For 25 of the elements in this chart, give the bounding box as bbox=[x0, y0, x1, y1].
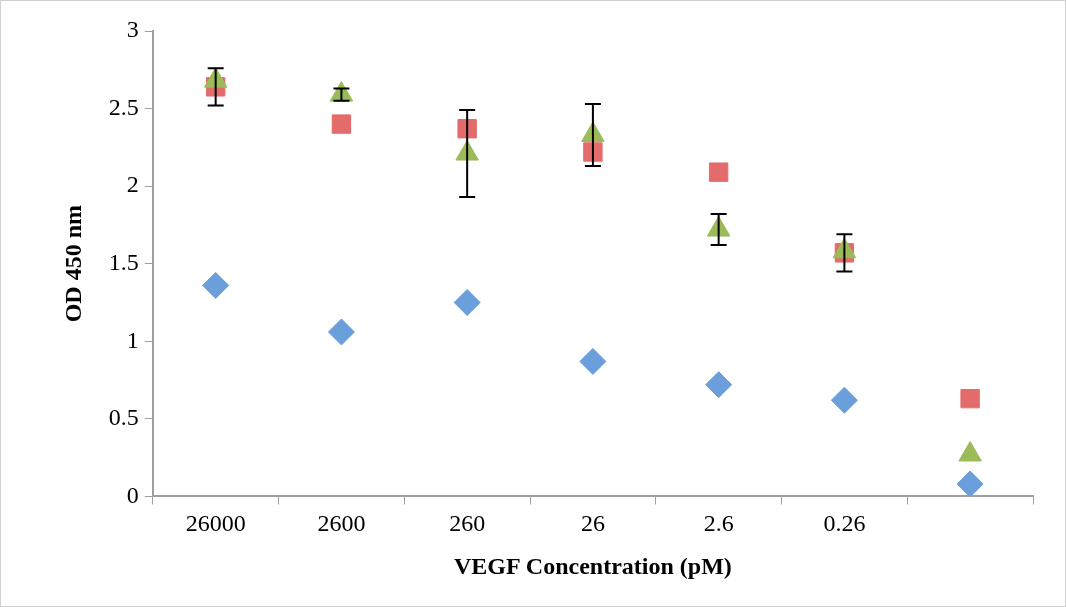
y-tick-label: 2.5 bbox=[108, 93, 139, 120]
point bbox=[331, 114, 352, 134]
x-tick-label: 2600 bbox=[317, 510, 366, 537]
point bbox=[708, 162, 729, 182]
point bbox=[956, 470, 984, 497]
x-tick-label: 26000 bbox=[185, 510, 246, 537]
y-tick-label: 3 bbox=[126, 16, 139, 43]
point bbox=[202, 271, 230, 299]
y-tick-label: 0 bbox=[126, 481, 139, 508]
y-tick-label: 1 bbox=[126, 326, 139, 353]
point bbox=[705, 371, 733, 399]
point bbox=[453, 288, 481, 316]
y-tick-label: 2 bbox=[126, 171, 139, 198]
point bbox=[830, 386, 858, 414]
x-tick-label: 26 bbox=[580, 510, 605, 537]
x-tick-label: 2.6 bbox=[703, 510, 734, 537]
point bbox=[579, 347, 607, 375]
y-tick-label: 1.5 bbox=[108, 249, 139, 275]
x-axis-title: VEGF Concentration (pM) bbox=[454, 552, 732, 579]
point bbox=[327, 318, 355, 346]
x-tick-label: 260 bbox=[449, 510, 486, 537]
point bbox=[960, 388, 980, 409]
y-axis-title: OD 450 nm bbox=[59, 205, 86, 323]
y-tick-label: 0.5 bbox=[108, 404, 139, 431]
x-tick-label: 0.26 bbox=[823, 510, 866, 537]
